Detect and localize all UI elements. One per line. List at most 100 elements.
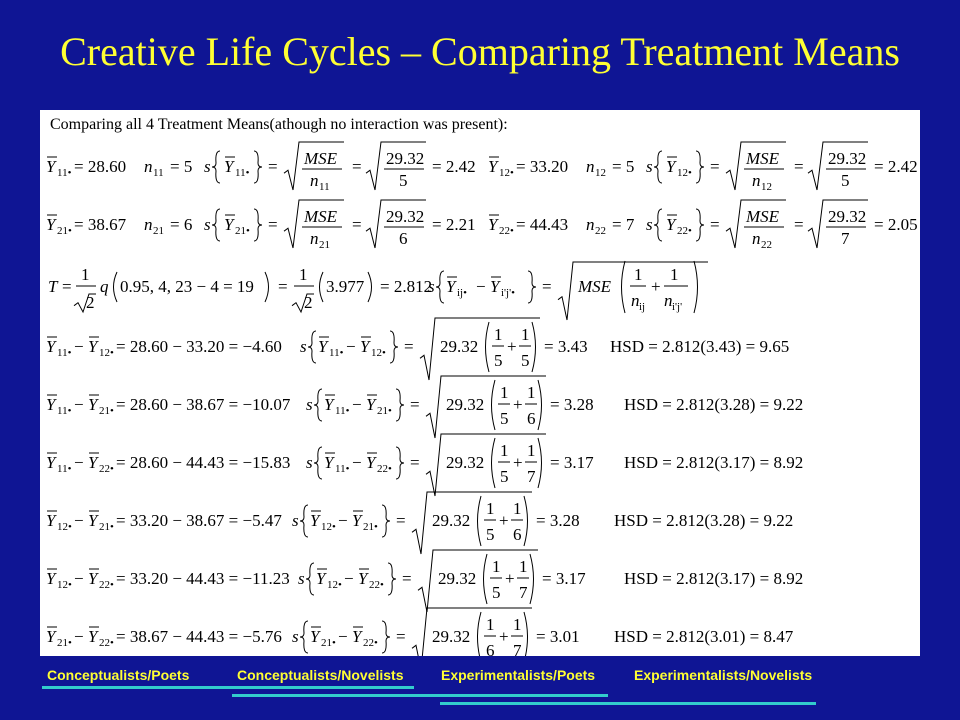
y-subscript: 12•	[499, 167, 514, 179]
denominator: 5	[399, 171, 408, 190]
minus: −	[74, 627, 84, 646]
se-y-bar-b: Y 22•	[358, 568, 384, 591]
t-value: = 2.812	[380, 277, 432, 296]
y-subscript: 21•	[57, 637, 72, 649]
mse-label: MSE	[303, 149, 338, 168]
y-subscript: 12•	[327, 579, 342, 591]
comparison-row-12-22: Y 12• − Y 22• = 33.20 − 44.43 = −11.23 s Y 12• − Y…	[46, 549, 803, 613]
n-letter: n	[144, 215, 153, 234]
y-subscript: 11•	[329, 347, 344, 359]
n-letter: n	[664, 291, 673, 310]
q-letter: q	[100, 277, 109, 296]
y-subscript: 11•	[235, 167, 250, 179]
plus: +	[507, 337, 517, 356]
left-paren	[491, 379, 496, 431]
minus: −	[338, 627, 348, 646]
minus: −	[74, 569, 84, 588]
mean-value: = 44.43	[516, 215, 568, 234]
sqrt-sign	[411, 491, 532, 555]
comparison-row-11-12: Y 11• − Y 12• = 28.60 − 33.20 = −4.60 s Y 11• − Y 1…	[46, 317, 789, 381]
y-letter: Y	[360, 337, 371, 356]
right-brace	[253, 208, 263, 242]
n-subscript: 11	[153, 167, 164, 179]
y-subscript: 22•	[99, 637, 114, 649]
hsd-value: HSD = 2.812(3.28) = 9.22	[624, 395, 803, 414]
n-letter: n	[752, 229, 761, 248]
y-letter: Y	[46, 569, 57, 588]
left-paren	[621, 260, 626, 314]
plus: +	[513, 395, 523, 414]
mse-value: 29.32	[446, 395, 484, 414]
minus: −	[74, 511, 84, 530]
left-brace	[305, 562, 315, 596]
n-subscript: 22	[595, 225, 606, 237]
equals: =	[268, 215, 278, 234]
numerator: 1	[521, 325, 530, 344]
right-paren	[537, 379, 542, 431]
y-letter: Y	[352, 511, 363, 530]
y-letter: Y	[488, 157, 499, 176]
mse-label: MSE	[577, 277, 612, 296]
y-letter: Y	[46, 511, 57, 530]
mse-label: MSE	[745, 149, 780, 168]
left-brace	[653, 150, 663, 184]
y-subscript: 21•	[235, 225, 250, 237]
slide-title: Creative Life Cycles – Comparing Treatme…	[60, 29, 900, 74]
y-letter: Y	[490, 277, 501, 296]
y-letter: Y	[366, 395, 377, 414]
numerator: 1	[500, 383, 509, 402]
se-y-bar-a: Y 12•	[310, 510, 336, 533]
n-value: = 5	[612, 157, 634, 176]
y-bar-b: Y 22•	[88, 452, 114, 475]
n-letter: n	[586, 157, 595, 176]
mean-value: = 38.67	[74, 215, 127, 234]
mse-label: MSE	[745, 207, 780, 226]
sqrt-sign	[557, 261, 708, 321]
right-brace	[387, 562, 397, 596]
n-letter: n	[144, 157, 153, 176]
y-letter: Y	[666, 215, 677, 234]
equals: =	[352, 157, 362, 176]
sqrt-sign	[283, 141, 344, 191]
se-value: = 2.42	[432, 157, 476, 176]
legend-conceptualists-novelists: Conceptualists/Novelists	[237, 667, 404, 683]
difference-expression: = 28.60 − 33.20 = −4.60	[116, 337, 282, 356]
s-letter: s	[306, 453, 313, 472]
y-letter: Y	[46, 453, 57, 472]
se-y-bar-a: Y 11•	[324, 452, 350, 475]
left-paren	[113, 271, 118, 303]
left-paren	[319, 271, 324, 303]
mse-value: 29.32	[386, 149, 424, 168]
y-letter: Y	[46, 337, 57, 356]
y-subscript: 21•	[57, 225, 72, 237]
numerator: 1	[527, 441, 536, 460]
s-letter: s	[646, 157, 653, 176]
y-letter: Y	[358, 569, 369, 588]
t-letter: T	[48, 277, 59, 296]
minus: −	[74, 337, 84, 356]
s-letter: s	[298, 569, 305, 588]
sqrt-sign	[283, 199, 344, 249]
left-brace	[435, 270, 445, 304]
n-subscript: ij	[639, 301, 645, 313]
se-value: = 3.17	[542, 569, 586, 588]
equals: =	[396, 627, 406, 646]
y-bar-a: Y 11•	[46, 336, 72, 359]
y-letter: Y	[318, 337, 329, 356]
equals: =	[404, 337, 414, 356]
y-subscript: i'j'•	[501, 287, 515, 299]
difference-expression: = 28.60 − 44.43 = −15.83	[116, 453, 290, 472]
left-paren	[477, 611, 482, 656]
mse-value: 29.32	[386, 207, 424, 226]
y-letter: Y	[316, 569, 327, 588]
sqrt-sign	[807, 199, 868, 249]
numerator: 1	[492, 557, 501, 576]
y-letter: Y	[88, 453, 99, 472]
sqrt-sign	[365, 199, 426, 249]
mse-value: 29.32	[438, 569, 476, 588]
